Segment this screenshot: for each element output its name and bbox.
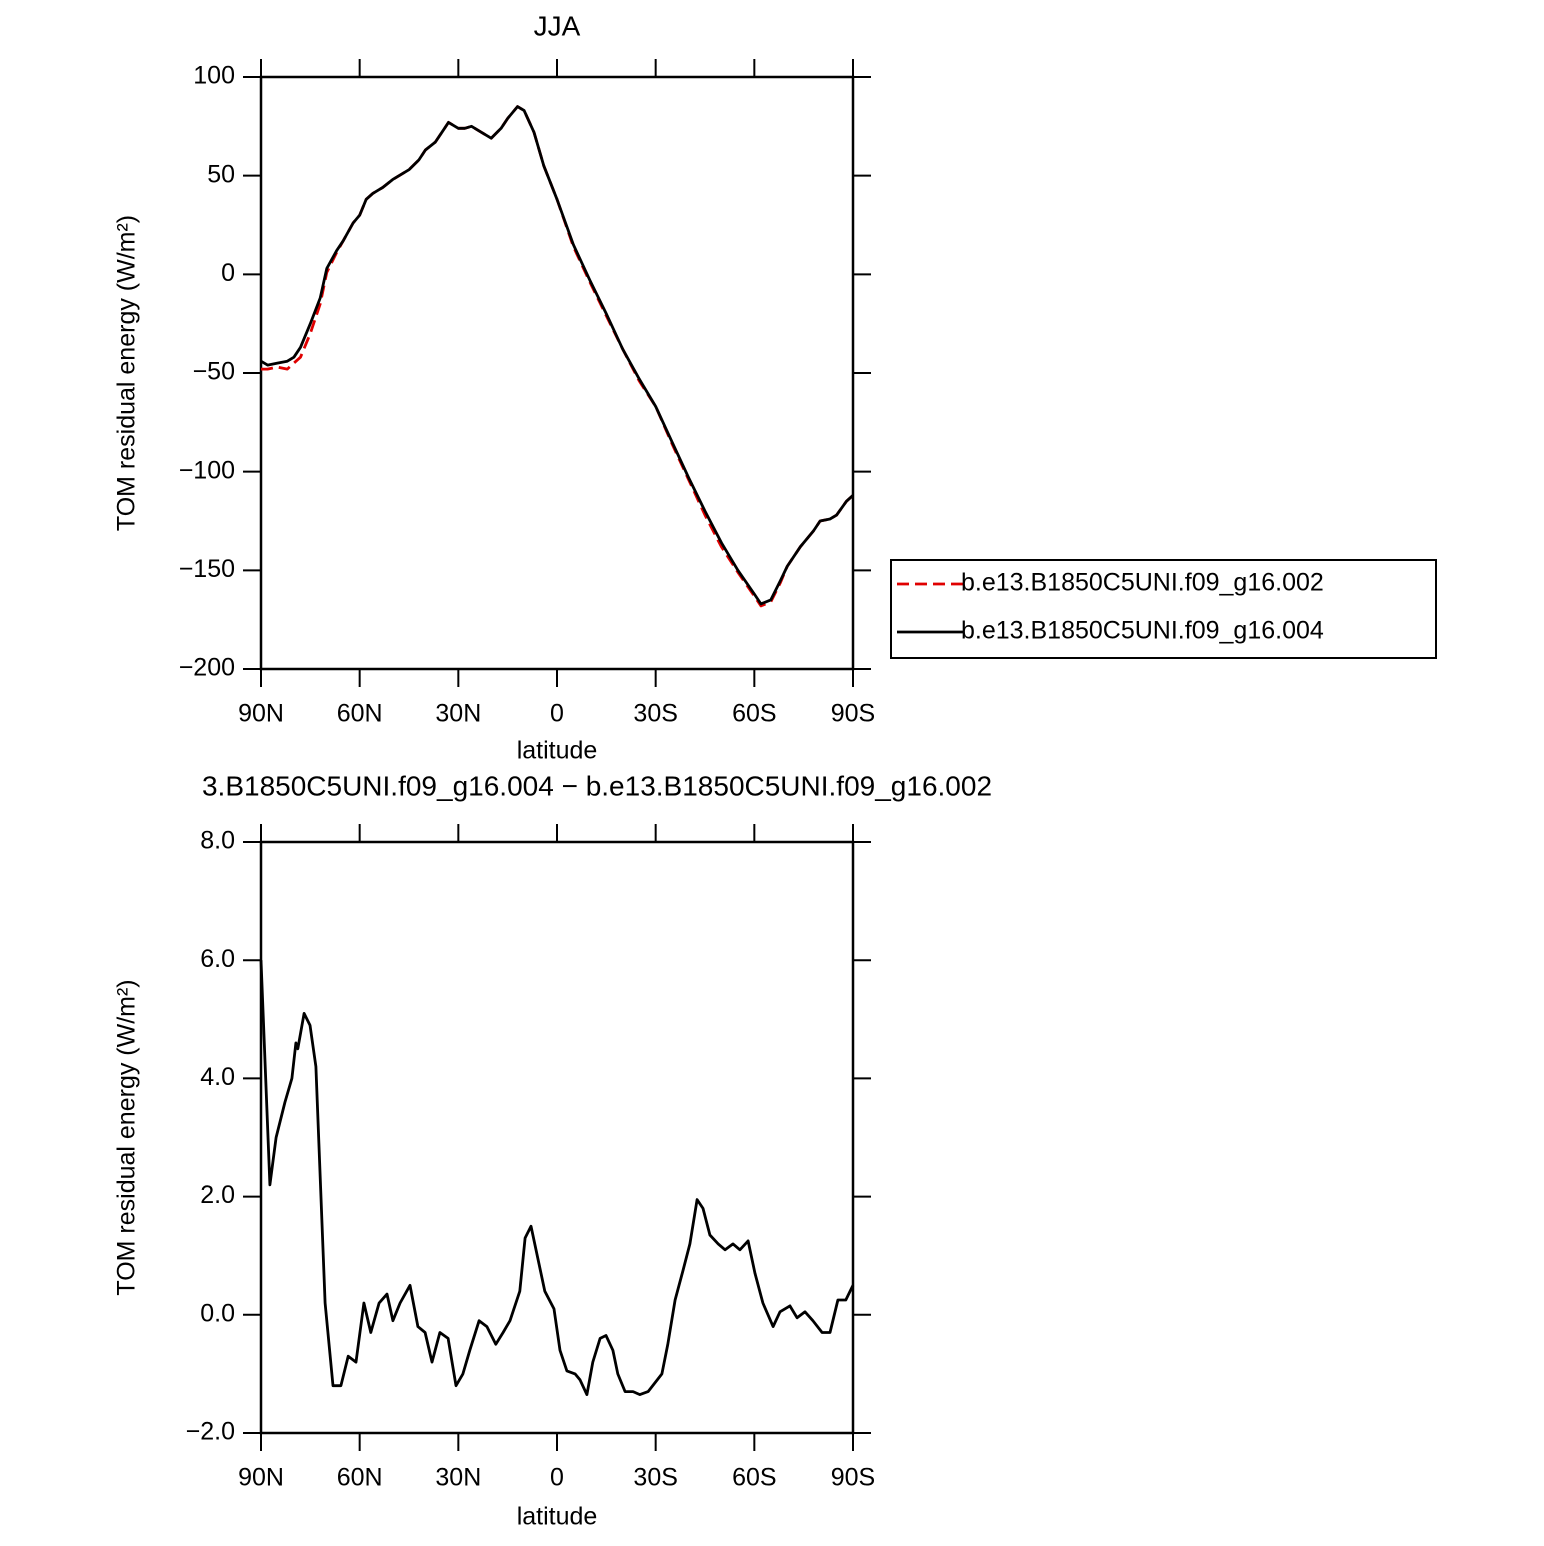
plot-frame xyxy=(259,840,855,1435)
y-axis-label: TOM residual energy (W/m²) xyxy=(113,215,141,531)
x-tick-label: 30N xyxy=(435,700,481,728)
y-tick-label: −100 xyxy=(179,456,235,484)
x-tick-label: 30S xyxy=(633,1464,677,1492)
chart-title: 3.B1850C5UNI.f09_g16.004 − b.e13.B1850C5… xyxy=(202,770,992,801)
y-tick-label: 100 xyxy=(193,62,235,90)
y-tick-label: 0.0 xyxy=(200,1299,235,1327)
series-line xyxy=(259,960,855,1396)
legend-label: b.e13.B1850C5UNI.f09_g16.004 xyxy=(961,617,1324,645)
x-tick-label: 30N xyxy=(435,1464,481,1492)
y-axis-label: TOM residual energy (W/m²) xyxy=(113,979,141,1295)
x-tick-label: 90S xyxy=(831,1464,875,1492)
y-tick-label: 6.0 xyxy=(200,945,235,973)
series-line xyxy=(260,105,854,606)
legend-label: b.e13.B1850C5UNI.f09_g16.002 xyxy=(961,569,1324,597)
y-tick-label: 8.0 xyxy=(200,827,235,855)
y-tick-label: 50 xyxy=(207,160,235,188)
y-tick-label: 4.0 xyxy=(200,1063,235,1091)
x-tick-label: 90N xyxy=(238,1464,284,1492)
x-tick-label: 60N xyxy=(337,700,383,728)
y-tick-label: −150 xyxy=(179,555,235,583)
y-tick-label: −200 xyxy=(179,654,235,682)
x-tick-label: 90N xyxy=(238,700,284,728)
x-axis-label: latitude xyxy=(517,737,598,765)
plot-frame xyxy=(259,75,855,671)
legend-box xyxy=(890,559,1437,659)
y-tick-label: −2.0 xyxy=(186,1418,235,1446)
chart-title: JJA xyxy=(534,10,581,41)
series-line xyxy=(261,105,854,608)
x-tick-label: 60S xyxy=(732,700,776,728)
x-tick-label: 0 xyxy=(550,1464,564,1492)
x-tick-label: 60S xyxy=(732,1464,776,1492)
x-tick-label: 60N xyxy=(337,1464,383,1492)
x-axis-label: latitude xyxy=(517,1503,598,1531)
x-tick-label: 30S xyxy=(633,700,677,728)
y-tick-label: 2.0 xyxy=(200,1181,235,1209)
x-tick-label: 0 xyxy=(550,700,564,728)
y-tick-label: 0 xyxy=(221,259,235,287)
y-tick-label: −50 xyxy=(193,358,235,386)
x-tick-label: 90S xyxy=(831,700,875,728)
